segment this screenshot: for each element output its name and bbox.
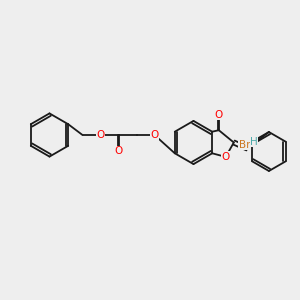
- Text: O: O: [96, 130, 105, 140]
- Text: O: O: [150, 130, 159, 140]
- Text: H: H: [250, 137, 258, 147]
- Text: O: O: [222, 152, 230, 162]
- Text: O: O: [215, 110, 223, 120]
- Text: O: O: [114, 146, 123, 157]
- Text: Br: Br: [239, 140, 250, 150]
